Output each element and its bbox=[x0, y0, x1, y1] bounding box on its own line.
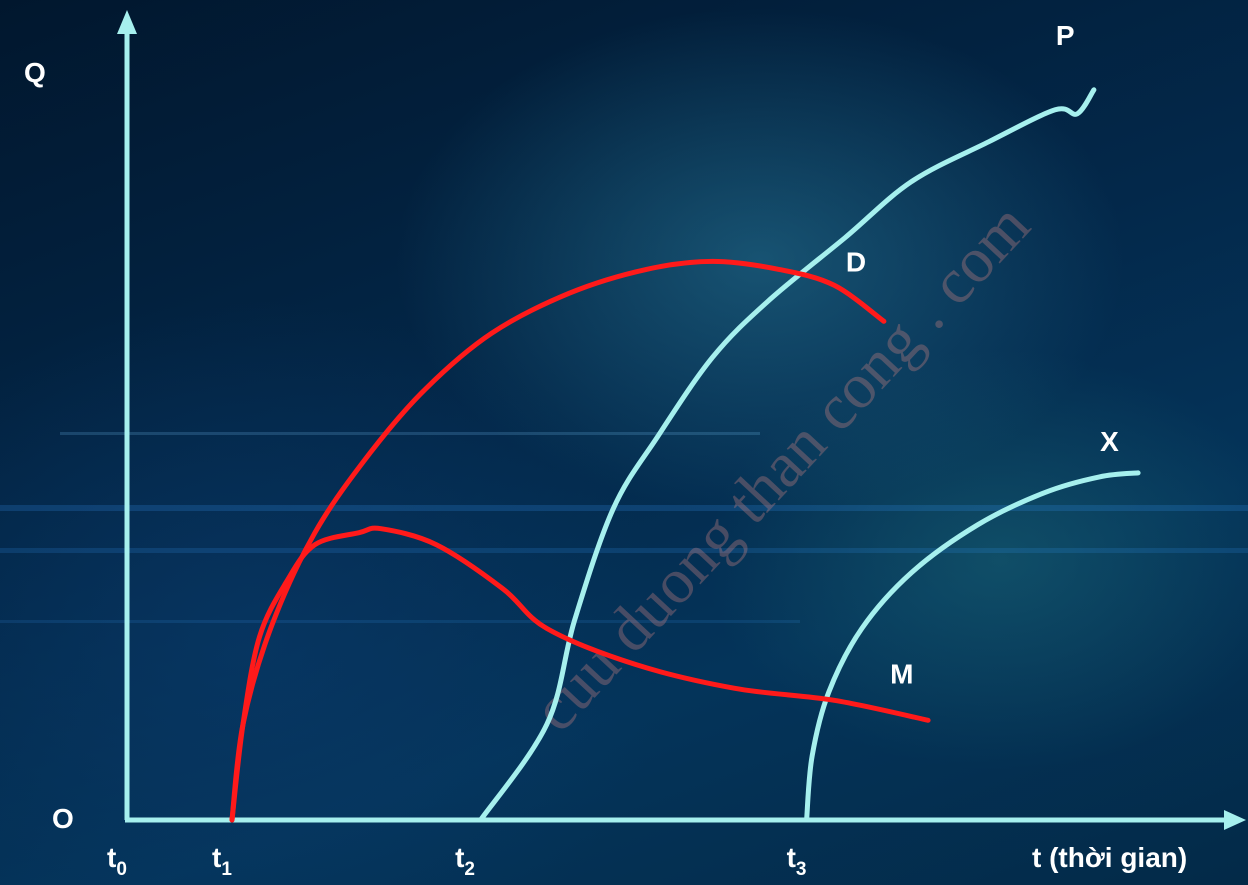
x-tick-label-2: t2 bbox=[455, 842, 475, 880]
x-axis-arrow bbox=[1224, 810, 1246, 830]
background-streaks bbox=[0, 432, 1248, 623]
series-label-m: M bbox=[890, 658, 913, 689]
axes bbox=[117, 10, 1246, 830]
series-line-x bbox=[804, 470, 1141, 823]
origin-label: O bbox=[52, 803, 74, 834]
y-axis-arrow bbox=[117, 10, 137, 34]
series-line-p bbox=[478, 87, 1097, 823]
series-labels: P D X M bbox=[846, 20, 1119, 689]
x-axis-label: t (thời gian) bbox=[1032, 842, 1187, 873]
x-tick-label-0: t0 bbox=[107, 842, 127, 880]
watermark: cuu duong than cong . com bbox=[518, 189, 1043, 744]
x-tick-label-1: t1 bbox=[212, 842, 232, 880]
x-tick-labels: t0 t1 t2 t3 bbox=[107, 842, 807, 880]
series-group bbox=[229, 87, 1141, 823]
series-label-p: P bbox=[1056, 20, 1075, 51]
series-line-m bbox=[229, 525, 931, 823]
series-label-x: X bbox=[1100, 426, 1119, 457]
series-line-d bbox=[229, 258, 887, 823]
y-axis-label: Q bbox=[24, 57, 46, 88]
series-label-d: D bbox=[846, 246, 866, 277]
x-tick-label-3: t3 bbox=[787, 842, 807, 880]
